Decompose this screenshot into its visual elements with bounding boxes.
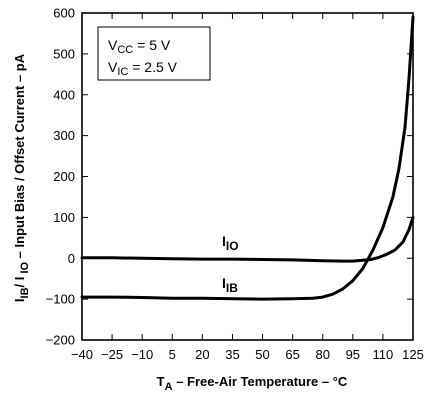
y-tick-label: 400 [53, 87, 75, 102]
x-tick-label: −25 [101, 347, 123, 362]
x-tick-label: 95 [346, 347, 360, 362]
y-axis-title: IIB/ I IO – Input Bias / Offset Current … [12, 53, 31, 302]
y-tick-label: 600 [53, 6, 75, 21]
x-tick-label: 80 [315, 347, 329, 362]
series-label-iio: IIO [222, 233, 239, 253]
y-tick-label: 300 [53, 128, 75, 143]
x-tick-label: 65 [285, 347, 299, 362]
x-axis-title: TA – Free-Air Temperature – °C [157, 374, 348, 393]
x-tick-label: 20 [195, 347, 209, 362]
x-tick-label: 50 [255, 347, 269, 362]
series-lines [80, 15, 415, 301]
x-tick-label: −10 [131, 347, 153, 362]
y-tick-label: −200 [46, 333, 75, 348]
series-line-iio [80, 215, 415, 263]
x-tick-label: 5 [169, 347, 176, 362]
vcc-annotation: VCC = 5 V [108, 37, 171, 56]
conditions-box [97, 26, 211, 81]
y-tick-label: 0 [68, 251, 75, 266]
series-label-iib: IIB [222, 275, 238, 295]
y-tick-label: 200 [53, 169, 75, 184]
series-line-iib [80, 15, 415, 301]
x-tick-label: 125 [402, 347, 424, 362]
vic-annotation: VIC = 2.5 V [108, 59, 178, 78]
y-tick-label: 100 [53, 210, 75, 225]
x-tick-label: 110 [373, 347, 394, 362]
y-tick-label: −100 [46, 292, 75, 307]
x-tick-label: −40 [71, 347, 93, 362]
y-tick-label: 500 [53, 46, 75, 61]
x-tick-label: 35 [225, 347, 239, 362]
x-axis-ticks: −40 −25 −10 5 20 35 50 65 80 95 110 125 [71, 13, 424, 362]
